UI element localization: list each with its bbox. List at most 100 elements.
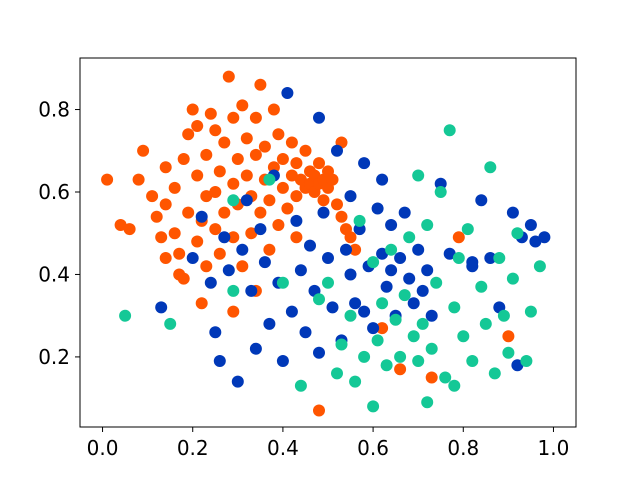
- scatter-point: [222, 264, 235, 277]
- scatter-point: [371, 202, 384, 215]
- scatter-point: [367, 256, 380, 269]
- scatter-point: [376, 297, 389, 310]
- scatter-point: [353, 223, 366, 236]
- scatter-point: [443, 247, 456, 260]
- scatter-point: [159, 252, 172, 264]
- scatter-point: [227, 231, 240, 244]
- scatter-point: [245, 284, 258, 297]
- scatter-point: [254, 206, 267, 219]
- scatter-point: [394, 350, 407, 363]
- scatter-point: [240, 169, 253, 182]
- scatter-point: [448, 379, 461, 392]
- scatter-point: [380, 280, 393, 293]
- scatter-point: [385, 219, 398, 231]
- scatter-point: [524, 305, 537, 318]
- scatter-point: [407, 330, 420, 343]
- scatter-point: [159, 198, 172, 211]
- scatter-point: [313, 293, 325, 306]
- scatter-point: [349, 297, 362, 310]
- scatter-point: [466, 260, 479, 273]
- y-tick-label: 0.2: [38, 345, 70, 369]
- scatter-point: [240, 194, 253, 207]
- scatter-point: [218, 206, 231, 219]
- x-axis: 0.0 0.2 0.4 0.6 0.8 1.0: [87, 427, 569, 460]
- scatter-point: [475, 280, 488, 293]
- scatter-point: [398, 206, 411, 219]
- scatter-point: [466, 355, 479, 367]
- scatter-point: [263, 194, 276, 207]
- scatter-point: [290, 190, 303, 203]
- scatter-point: [213, 247, 226, 260]
- scatter-point: [421, 396, 434, 409]
- scatter-point: [155, 231, 168, 244]
- scatter-point: [294, 379, 307, 392]
- scatter-point: [425, 342, 438, 355]
- scatter-point: [213, 355, 226, 367]
- points-layer: [101, 70, 551, 417]
- scatter-point: [164, 317, 177, 330]
- scatter-point: [434, 186, 447, 198]
- x-tick-label: 0.6: [357, 436, 389, 460]
- scatter-point: [497, 309, 510, 322]
- scatter-point: [204, 276, 217, 289]
- scatter-point: [155, 301, 168, 314]
- scatter-point: [227, 305, 240, 318]
- scatter-point: [191, 235, 204, 248]
- scatter-point: [434, 177, 447, 190]
- scatter-point: [524, 219, 537, 231]
- scatter-point: [457, 330, 470, 343]
- scatter-point: [403, 231, 416, 244]
- scatter-point: [443, 124, 456, 137]
- scatter-point: [520, 355, 533, 367]
- scatter-point: [475, 194, 488, 207]
- scatter-point: [358, 350, 371, 363]
- scatter-point: [231, 375, 244, 388]
- scatter-point: [335, 338, 348, 351]
- scatter-point: [502, 346, 515, 359]
- scatter-point: [227, 177, 240, 190]
- scatter-point: [173, 247, 186, 260]
- scatter-point: [349, 243, 362, 256]
- y-tick-label: 0.8: [38, 98, 70, 122]
- scatter-point: [195, 297, 208, 310]
- scatter-point: [276, 276, 289, 289]
- scatter-point: [484, 252, 497, 264]
- scatter-point: [222, 70, 235, 83]
- scatter-point: [344, 190, 357, 203]
- scatter-point: [294, 264, 307, 277]
- scatter-point: [398, 289, 411, 302]
- scatter-point: [191, 120, 204, 132]
- scatter-point: [317, 206, 330, 219]
- scatter-point: [254, 223, 267, 236]
- scatter-point: [195, 210, 208, 223]
- scatter-point: [213, 165, 226, 178]
- scatter-point: [177, 153, 190, 165]
- x-tick-label: 0.4: [267, 436, 299, 460]
- scatter-point: [538, 231, 551, 244]
- scatter-point: [506, 272, 519, 285]
- scatter-point: [209, 124, 222, 137]
- scatter-point: [281, 87, 294, 99]
- scatter-point: [358, 157, 371, 170]
- scatter-point: [484, 161, 497, 174]
- scatter-point: [236, 260, 249, 273]
- scatter-point: [430, 276, 443, 289]
- scatter-point: [285, 305, 298, 318]
- scatter-point: [240, 132, 253, 145]
- scatter-point: [317, 194, 330, 207]
- scatter-point: [331, 198, 343, 211]
- scatter-point: [344, 268, 357, 281]
- scatter-point: [272, 128, 285, 141]
- scatter-point: [114, 219, 127, 231]
- scatter-point: [182, 128, 195, 141]
- scatter-point: [313, 157, 325, 170]
- scatter-point: [285, 169, 298, 182]
- scatter-point: [267, 103, 280, 116]
- scatter-point: [349, 375, 362, 388]
- scatter-point: [421, 219, 434, 231]
- scatter-point: [132, 173, 145, 186]
- scatter-point: [281, 202, 294, 215]
- scatter-point: [263, 243, 276, 256]
- scatter-point: [416, 317, 429, 330]
